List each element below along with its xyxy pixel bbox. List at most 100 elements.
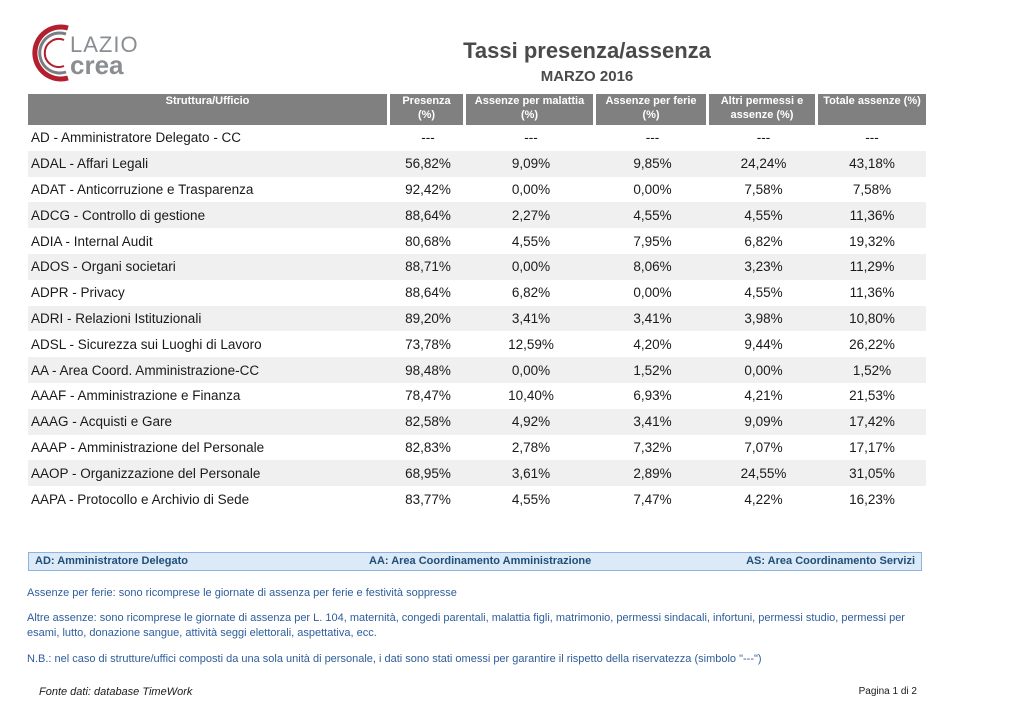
- cell-presenza: 73,78%: [405, 336, 451, 352]
- cell-presenza: 82,83%: [405, 439, 451, 455]
- cell-totale: 19,32%: [849, 233, 895, 249]
- cell-ferie: 0,00%: [633, 285, 672, 301]
- cell-altri: 6,82%: [744, 233, 783, 249]
- cell-altri: 4,55%: [709, 202, 818, 229]
- cell-presenza: 68,95%: [390, 460, 466, 487]
- abbreviation-legend: AD: Amministratore Delegato AA: Area Coo…: [28, 552, 922, 571]
- cell-struttura: ADCG - Controllo di gestione: [28, 202, 390, 229]
- cell-totale: 11,36%: [849, 285, 895, 301]
- data-source: Fonte dati: database TimeWork: [39, 686, 193, 698]
- cell-presenza: 78,47%: [405, 388, 451, 404]
- column-header-struttura: Struttura/Ufficio: [28, 94, 390, 125]
- legend-ad: AD: Amministratore Delegato: [35, 555, 189, 567]
- cell-malattia: 9,09%: [466, 150, 596, 177]
- cell-totale: 43,18%: [818, 150, 926, 177]
- cell-struttura: ADAT - Anticorruzione e Trasparenza: [31, 181, 254, 197]
- table-row: AAOP - Organizzazione del Personale 68,9…: [28, 460, 926, 487]
- table-row: AAPA - Protocollo e Archivio di Sede 83,…: [28, 486, 926, 512]
- cell-totale: 17,17%: [849, 439, 895, 455]
- cell-malattia: 6,82%: [511, 285, 551, 301]
- cell-struttura: ADSL - Sicurezza sui Luoghi di Lavoro: [31, 336, 262, 352]
- cell-malattia: 3,41%: [466, 305, 596, 332]
- cell-malattia: 10,40%: [508, 388, 554, 404]
- cell-malattia: 0,00%: [466, 253, 596, 280]
- table-row: ADIA - Internal Audit 80,68% 4,55% 7,95%…: [28, 228, 926, 254]
- cell-presenza: 88,64%: [390, 202, 466, 229]
- cell-ferie: 9,85%: [596, 150, 709, 177]
- cell-struttura: ADIA - Internal Audit: [31, 233, 153, 249]
- cell-ferie: 3,41%: [596, 408, 709, 435]
- cell-presenza: 88,64%: [405, 285, 451, 301]
- cell-struttura: AD - Amministratore Delegato - CC: [31, 130, 242, 146]
- cell-presenza: 56,82%: [390, 150, 466, 177]
- cell-altri: 24,24%: [709, 150, 818, 177]
- table-row: ADSL - Sicurezza sui Luoghi di Lavoro 73…: [28, 331, 926, 357]
- cell-malattia: ---: [524, 130, 538, 146]
- cell-totale: 11,36%: [818, 202, 926, 229]
- cell-struttura: AAAG - Acquisti e Gare: [28, 408, 390, 435]
- logo-text-crea: crea: [70, 50, 124, 80]
- cell-ferie: 3,41%: [596, 305, 709, 332]
- cell-ferie: 4,55%: [596, 202, 709, 229]
- cell-ferie: 6,93%: [633, 388, 672, 404]
- cell-altri: 4,21%: [744, 388, 783, 404]
- table-row: ADCG - Controllo di gestione 88,64% 2,27…: [28, 202, 926, 229]
- cell-malattia: 0,00%: [511, 181, 551, 197]
- cell-presenza: 88,71%: [390, 253, 466, 280]
- cell-totale: 1,52%: [818, 357, 926, 383]
- table-row: AAAG - Acquisti e Gare 82,58% 4,92% 3,41…: [28, 408, 926, 435]
- cell-totale: ---: [865, 130, 879, 146]
- cell-totale: 21,53%: [849, 388, 895, 404]
- column-header-ferie: Assenze per ferie (%): [596, 94, 709, 125]
- cell-struttura: AAPA - Protocollo e Archivio di Sede: [31, 491, 250, 507]
- cell-ferie: 7,95%: [633, 233, 672, 249]
- cell-altri: 9,44%: [744, 336, 783, 352]
- cell-presenza: 92,42%: [405, 181, 451, 197]
- cell-struttura: AAOP - Organizzazione del Personale: [28, 460, 390, 487]
- cell-altri: 3,23%: [709, 253, 818, 280]
- cell-totale: 7,58%: [852, 181, 892, 197]
- table-row: ADPR - Privacy 88,64% 6,82% 0,00% 4,55% …: [28, 280, 926, 306]
- cell-ferie: 8,06%: [596, 253, 709, 280]
- table-row: ADRI - Relazioni Istituzionali 89,20% 3,…: [28, 305, 926, 332]
- cell-altri: ---: [756, 130, 771, 146]
- cell-ferie: ---: [645, 130, 660, 146]
- lazio-crea-logo: [32, 24, 69, 82]
- cell-presenza: 83,77%: [405, 491, 451, 507]
- cell-presenza: 89,20%: [390, 305, 466, 332]
- cell-ferie: 4,20%: [633, 336, 672, 352]
- column-header-totale: Totale assenze (%): [818, 94, 926, 125]
- column-header-altri-permessi: Altri permessi e assenze (%): [709, 94, 818, 125]
- table-header-row: Struttura/Ufficio Presenza (%) Assenze p…: [28, 94, 926, 125]
- cell-altri: 7,07%: [744, 439, 783, 455]
- cell-altri: 4,22%: [744, 491, 783, 507]
- cell-altri: 9,09%: [709, 408, 818, 435]
- cell-totale: 11,29%: [818, 253, 926, 280]
- note-altre-assenze: Altre assenze: sono ricomprese le giorna…: [27, 612, 905, 639]
- cell-presenza: 80,68%: [405, 233, 451, 249]
- cell-presenza: 98,48%: [390, 357, 466, 383]
- column-header-malattia: Assenze per malattia (%): [466, 94, 596, 125]
- cell-struttura: ADPR - Privacy: [31, 285, 125, 301]
- cell-totale: 16,23%: [849, 491, 895, 507]
- cell-malattia: 12,59%: [508, 336, 554, 352]
- cell-struttura: AAAF - Amministrazione e Finanza: [31, 388, 241, 404]
- cell-ferie: 7,47%: [633, 491, 672, 507]
- cell-struttura: ADRI - Relazioni Istituzionali: [28, 305, 390, 332]
- cell-ferie: 7,32%: [633, 439, 672, 455]
- cell-totale: 17,42%: [818, 408, 926, 435]
- cell-struttura: AAAP - Amministrazione del Personale: [31, 439, 265, 455]
- cell-altri: 0,00%: [709, 357, 818, 383]
- cell-altri: 24,55%: [709, 460, 818, 487]
- cell-totale: 31,05%: [818, 460, 926, 487]
- note-nb: N.B.: nel caso di strutture/uffici compo…: [27, 653, 762, 665]
- cell-malattia: 0,00%: [466, 357, 596, 383]
- cell-altri: 3,98%: [709, 305, 818, 332]
- cell-struttura: ADAL - Affari Legali: [28, 150, 390, 177]
- table-row: ADOS - Organi societari 88,71% 0,00% 8,0…: [28, 253, 926, 280]
- cell-malattia: 3,61%: [466, 460, 596, 487]
- cell-malattia: 2,78%: [511, 439, 551, 455]
- page-title: Tassi presenza/assenza: [463, 38, 711, 63]
- cell-malattia: 4,55%: [511, 491, 551, 507]
- table-row: AA - Area Coord. Amministrazione-CC 98,4…: [28, 357, 926, 383]
